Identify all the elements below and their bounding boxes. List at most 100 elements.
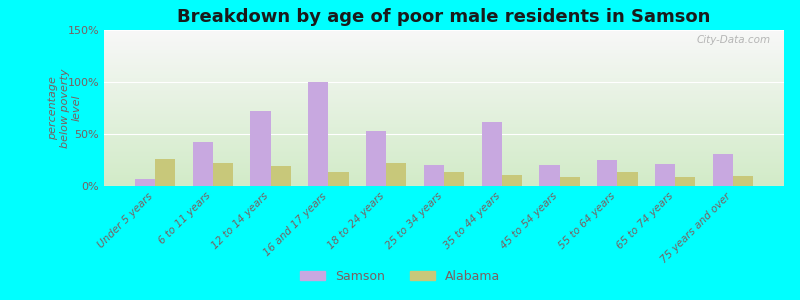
Bar [104, 138, 784, 139]
Bar [104, 93, 784, 94]
Bar [104, 94, 784, 95]
Bar [104, 44, 784, 45]
Bar [104, 85, 784, 86]
Bar [104, 163, 784, 164]
Bar [386, 163, 406, 186]
Bar [104, 54, 784, 55]
Bar [104, 168, 784, 169]
Bar [104, 116, 784, 117]
Bar [135, 179, 155, 186]
Text: City-Data.com: City-Data.com [696, 35, 770, 45]
Bar [104, 52, 784, 53]
Bar [482, 122, 502, 186]
Bar [104, 113, 784, 114]
Bar [104, 85, 784, 86]
Bar [104, 99, 784, 100]
Bar [308, 82, 329, 186]
Bar [104, 96, 784, 97]
Bar [104, 107, 784, 108]
Bar [104, 82, 784, 83]
Bar [104, 92, 784, 93]
Bar [104, 65, 784, 66]
Bar [104, 159, 784, 160]
Bar [104, 46, 784, 47]
Bar [104, 121, 784, 122]
Bar [104, 104, 784, 105]
Bar [104, 173, 784, 174]
Bar [104, 164, 784, 165]
Bar [104, 165, 784, 166]
Title: Breakdown by age of poor male residents in Samson: Breakdown by age of poor male residents … [178, 8, 710, 26]
Y-axis label: percentage
below poverty
level: percentage below poverty level [48, 68, 82, 148]
Bar [104, 175, 784, 176]
Bar [104, 185, 784, 186]
Bar [104, 181, 784, 182]
Bar [104, 101, 784, 102]
Bar [424, 165, 444, 186]
Bar [155, 159, 175, 186]
Bar [104, 160, 784, 161]
Bar [104, 132, 784, 133]
Bar [104, 176, 784, 177]
Bar [104, 179, 784, 180]
Bar [104, 60, 784, 61]
Bar [104, 183, 784, 184]
Bar [618, 172, 638, 186]
Bar [104, 71, 784, 72]
Bar [104, 140, 784, 141]
Bar [104, 53, 784, 54]
Bar [104, 112, 784, 113]
Bar [104, 115, 784, 116]
Bar [104, 182, 784, 183]
Bar [104, 80, 784, 81]
Legend: Samson, Alabama: Samson, Alabama [295, 265, 505, 288]
Bar [104, 147, 784, 148]
Bar [104, 110, 784, 111]
Bar [104, 142, 784, 143]
Bar [104, 129, 784, 130]
Bar [104, 166, 784, 167]
Bar [104, 133, 784, 134]
Bar [104, 67, 784, 68]
Bar [104, 136, 784, 137]
Bar [539, 165, 559, 186]
Bar [104, 63, 784, 64]
Bar [104, 154, 784, 155]
Bar [104, 167, 784, 168]
Bar [104, 66, 784, 67]
Bar [104, 84, 784, 85]
Bar [104, 141, 784, 142]
Bar [104, 174, 784, 175]
Bar [104, 157, 784, 158]
Bar [104, 58, 784, 59]
Bar [104, 78, 784, 79]
Bar [104, 100, 784, 101]
Bar [104, 47, 784, 48]
Bar [104, 146, 784, 147]
Bar [104, 31, 784, 32]
Bar [104, 72, 784, 73]
Bar [104, 43, 784, 44]
Bar [104, 45, 784, 46]
Bar [104, 98, 784, 99]
Bar [104, 35, 784, 36]
Bar [104, 158, 784, 159]
Bar [104, 69, 784, 70]
Bar [329, 172, 349, 186]
Bar [104, 134, 784, 135]
Bar [104, 73, 784, 74]
Bar [366, 131, 386, 186]
Bar [104, 95, 784, 96]
Bar [104, 148, 784, 149]
Bar [104, 42, 784, 43]
Bar [104, 130, 784, 131]
Bar [104, 86, 784, 87]
Bar [104, 124, 784, 125]
Bar [104, 125, 784, 126]
Bar [104, 97, 784, 98]
Bar [104, 76, 784, 77]
Bar [104, 153, 784, 154]
Bar [104, 152, 784, 153]
Bar [270, 166, 291, 186]
Bar [104, 135, 784, 136]
